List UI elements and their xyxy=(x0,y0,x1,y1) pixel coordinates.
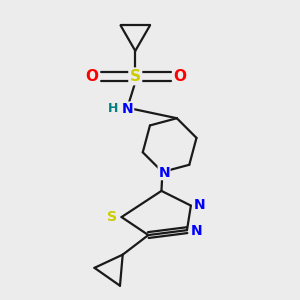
Text: O: O xyxy=(174,69,187,84)
Text: S: S xyxy=(107,210,117,224)
Text: N: N xyxy=(158,166,170,180)
Text: N: N xyxy=(190,224,202,238)
Text: N: N xyxy=(194,198,206,212)
Text: N: N xyxy=(122,102,134,116)
Text: H: H xyxy=(108,102,118,115)
Text: O: O xyxy=(85,69,99,84)
Text: S: S xyxy=(130,69,141,84)
